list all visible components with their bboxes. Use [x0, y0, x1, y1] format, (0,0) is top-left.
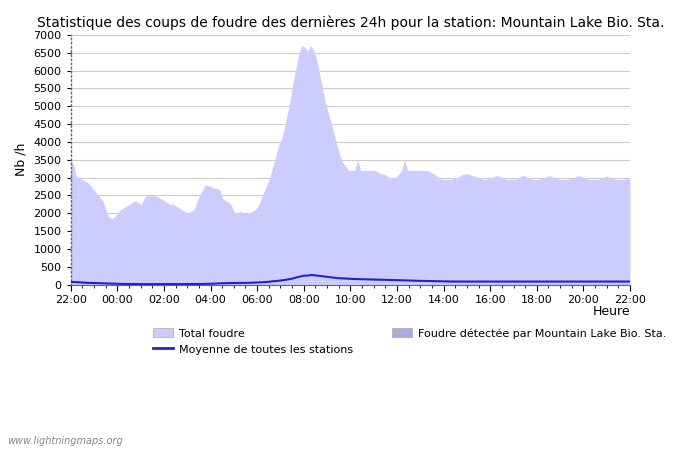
Title: Statistique des coups de foudre des dernières 24h pour la station: Mountain Lake: Statistique des coups de foudre des dern… [36, 15, 664, 30]
Legend: Total foudre, Moyenne de toutes les stations, Foudre détectée par Mountain Lake : Total foudre, Moyenne de toutes les stat… [149, 324, 671, 359]
Text: www.lightningmaps.org: www.lightningmaps.org [7, 436, 122, 446]
Y-axis label: Nb /h: Nb /h [15, 143, 28, 176]
Text: Heure: Heure [592, 305, 630, 318]
